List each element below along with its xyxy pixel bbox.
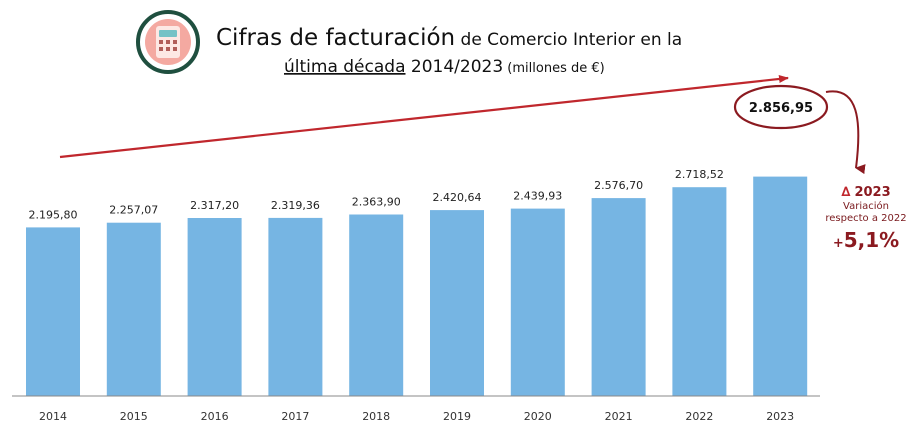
title-unit: (millones de €) — [503, 61, 605, 76]
highlight-value-label: 2.856,95 — [749, 101, 813, 116]
tick-label-2014: 2014 — [39, 410, 67, 423]
tick-label-2019: 2019 — [443, 410, 471, 423]
chart-title-line1: Cifras de facturación de Comercio Interi… — [216, 25, 682, 51]
trend-arrow — [59, 74, 789, 159]
value-label-2020: 2.439,93 — [513, 190, 562, 203]
value-label-2016: 2.317,20 — [190, 199, 239, 212]
bar-2022 — [672, 187, 727, 396]
bar-2019 — [430, 210, 484, 396]
value-label-2015: 2.257,07 — [109, 204, 158, 217]
delta-sign: + — [833, 236, 844, 251]
bar-2016 — [187, 218, 242, 396]
value-label-2021: 2.576,70 — [594, 179, 643, 192]
value-label-2018: 2.363,90 — [352, 196, 401, 209]
tick-label-2023: 2023 — [766, 410, 794, 423]
bar-2018 — [349, 214, 404, 396]
bar-2015 — [106, 222, 161, 396]
curved-arrow — [825, 90, 866, 175]
title-underlined: última década — [284, 57, 406, 77]
delta-year: 2023 — [854, 185, 890, 200]
bar-2023 — [753, 176, 808, 396]
tick-label-2015: 2015 — [120, 410, 148, 423]
value-label-2014: 2.195,80 — [29, 208, 78, 221]
chart-title-line2: última década 2014/2023 (millones de €) — [284, 57, 605, 77]
tick-label-2021: 2021 — [605, 410, 633, 423]
value-label-2017: 2.319,36 — [271, 199, 320, 212]
highlight-ellipse — [733, 84, 829, 130]
tick-label-2020: 2020 — [524, 410, 552, 423]
bar-2017 — [268, 217, 323, 396]
delta-desc-line1: Variación — [843, 200, 889, 212]
value-label-2019: 2.420,64 — [433, 191, 482, 204]
tick-label-2017: 2017 — [281, 410, 309, 423]
tick-label-2022: 2022 — [685, 410, 713, 423]
delta-value: +5,1% — [833, 228, 899, 252]
tick-label-2016: 2016 — [201, 410, 229, 423]
bar-2020 — [510, 208, 565, 396]
calculator-icon — [136, 10, 200, 74]
variation-annotation: ∆ 2023 Variación respecto a 2022 +5,1% — [825, 185, 906, 252]
bar-2021 — [591, 198, 646, 396]
tick-label-2018: 2018 — [362, 410, 390, 423]
delta-percent: 5,1% — [844, 228, 899, 252]
delta-heading: ∆ 2023 — [841, 185, 890, 200]
delta-symbol: ∆ — [841, 185, 851, 200]
title-period: 2014/2023 — [406, 57, 504, 77]
delta-desc-line2: respecto a 2022 — [825, 213, 906, 224]
value-label-2022: 2.718,52 — [675, 168, 724, 181]
title-rest: de Comercio Interior en la — [455, 30, 682, 50]
title-bold: Cifras de facturación — [216, 25, 455, 51]
bar-2014 — [26, 227, 80, 396]
